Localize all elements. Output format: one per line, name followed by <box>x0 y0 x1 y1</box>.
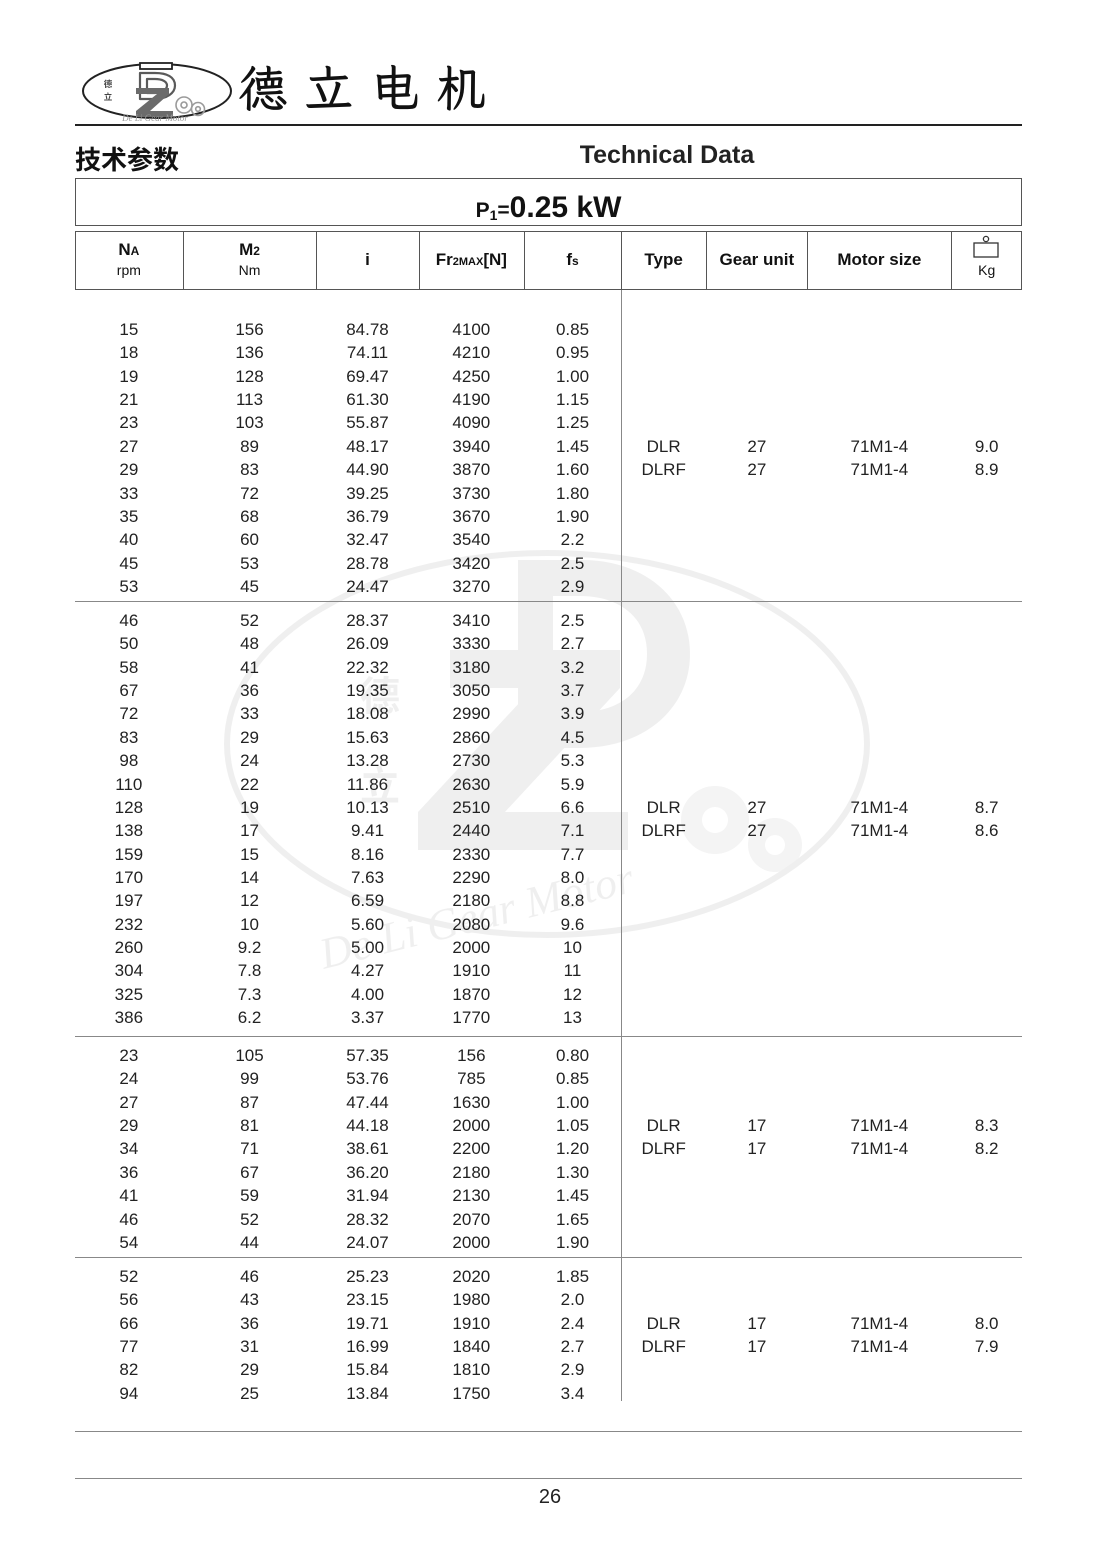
svg-text:立: 立 <box>104 91 113 103</box>
svg-text:德: 德 <box>104 78 113 90</box>
svg-text:De Li Gear Motor: De Li Gear Motor <box>121 113 188 122</box>
